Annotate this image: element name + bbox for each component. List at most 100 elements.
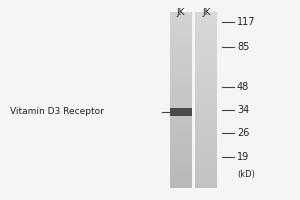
Bar xyxy=(170,116,192,117)
Bar xyxy=(195,100,217,101)
Bar xyxy=(195,155,217,156)
Bar xyxy=(195,135,217,136)
Bar xyxy=(195,76,217,77)
Bar xyxy=(170,24,192,25)
Bar xyxy=(195,56,217,57)
Bar xyxy=(195,145,217,146)
Bar xyxy=(195,158,217,159)
Bar xyxy=(170,33,192,34)
Bar xyxy=(195,129,217,130)
Bar xyxy=(170,183,192,184)
Bar xyxy=(170,154,192,155)
Bar xyxy=(195,21,217,22)
Bar xyxy=(170,123,192,124)
Bar xyxy=(170,168,192,169)
Bar xyxy=(195,14,217,15)
Bar xyxy=(170,77,192,78)
Bar xyxy=(195,174,217,175)
Bar xyxy=(170,83,192,84)
Bar xyxy=(170,117,192,118)
Bar xyxy=(195,104,217,105)
Bar xyxy=(170,148,192,149)
Bar xyxy=(195,175,217,176)
Bar xyxy=(195,96,217,97)
Bar xyxy=(195,17,217,18)
Bar xyxy=(195,138,217,139)
Bar xyxy=(170,29,192,30)
Bar xyxy=(170,136,192,137)
Bar xyxy=(195,115,217,116)
Bar xyxy=(195,94,217,95)
Bar xyxy=(195,74,217,75)
Bar xyxy=(195,156,217,157)
Bar xyxy=(170,102,192,103)
Bar xyxy=(170,170,192,171)
Bar xyxy=(170,25,192,26)
Bar xyxy=(170,89,192,90)
Bar xyxy=(170,87,192,88)
Bar xyxy=(195,153,217,154)
Bar xyxy=(195,133,217,134)
Bar xyxy=(195,169,217,170)
Bar xyxy=(195,43,217,44)
Bar xyxy=(170,146,192,147)
Bar xyxy=(195,62,217,63)
Bar xyxy=(195,167,217,168)
Bar xyxy=(195,15,217,16)
Bar xyxy=(195,41,217,42)
Bar xyxy=(170,46,192,47)
Bar xyxy=(195,51,217,52)
Bar xyxy=(195,23,217,24)
Text: 19: 19 xyxy=(237,152,249,162)
Bar xyxy=(170,139,192,140)
Bar xyxy=(195,154,217,155)
Bar xyxy=(170,26,192,27)
Bar xyxy=(170,182,192,183)
Bar xyxy=(170,180,192,181)
Bar xyxy=(195,97,217,98)
Bar xyxy=(170,72,192,73)
Bar xyxy=(195,118,217,119)
Bar xyxy=(170,164,192,165)
Bar xyxy=(195,139,217,140)
Bar xyxy=(170,22,192,23)
Bar xyxy=(195,125,217,126)
Bar xyxy=(195,79,217,80)
Bar xyxy=(170,45,192,46)
Bar xyxy=(195,47,217,48)
Bar xyxy=(195,112,217,113)
Bar xyxy=(195,78,217,79)
Bar xyxy=(195,184,217,185)
Bar xyxy=(170,43,192,44)
Bar xyxy=(195,163,217,164)
Bar xyxy=(195,164,217,165)
Bar xyxy=(195,63,217,64)
Bar xyxy=(195,101,217,102)
Bar xyxy=(170,122,192,123)
Bar xyxy=(170,177,192,178)
Bar xyxy=(195,132,217,133)
Bar xyxy=(195,124,217,125)
Bar xyxy=(195,13,217,14)
Bar xyxy=(195,187,217,188)
Bar xyxy=(195,39,217,40)
Bar xyxy=(195,89,217,90)
Bar xyxy=(170,143,192,144)
Bar xyxy=(170,68,192,69)
Bar xyxy=(170,47,192,48)
Bar xyxy=(170,131,192,132)
Bar xyxy=(170,138,192,139)
Bar xyxy=(170,12,192,13)
Bar xyxy=(195,134,217,135)
Bar xyxy=(170,85,192,86)
Bar xyxy=(170,124,192,125)
Bar xyxy=(170,147,192,148)
Bar xyxy=(195,152,217,153)
Bar xyxy=(170,103,192,104)
Bar xyxy=(195,181,217,182)
Bar xyxy=(170,84,192,85)
Bar xyxy=(170,175,192,176)
Bar xyxy=(195,173,217,174)
Bar xyxy=(195,108,217,109)
Bar xyxy=(195,116,217,117)
